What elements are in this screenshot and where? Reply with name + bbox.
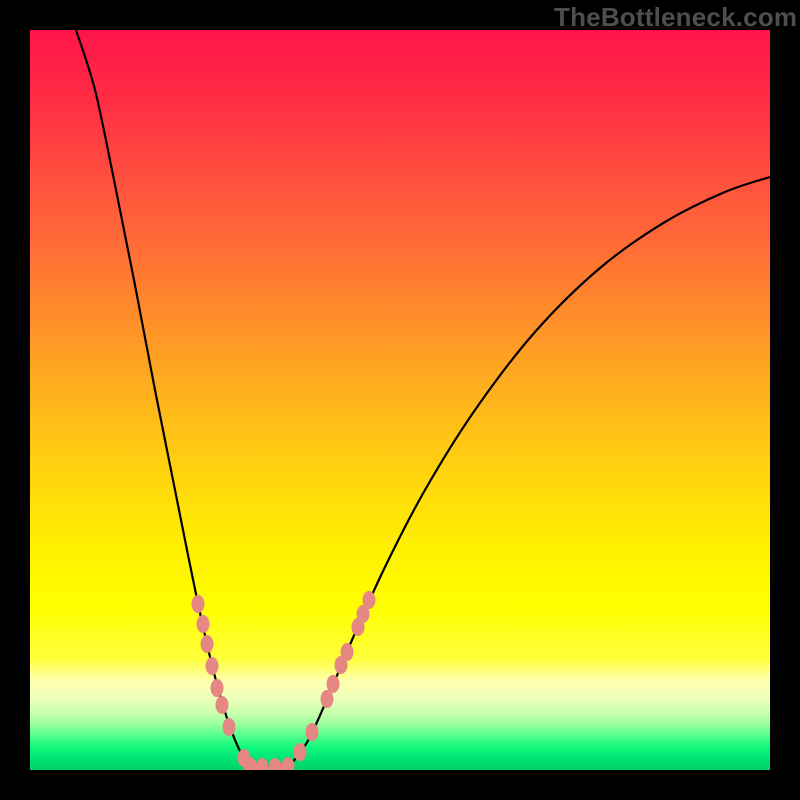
frame-left: [0, 0, 30, 800]
frame-right: [770, 0, 800, 800]
curve-marker: [294, 743, 307, 761]
curve-marker: [223, 718, 236, 736]
curve-marker: [306, 723, 319, 741]
watermark-text: TheBottleneck.com: [554, 2, 797, 33]
curve-marker: [192, 595, 205, 613]
curve-marker: [327, 675, 340, 693]
curve-marker: [201, 635, 214, 653]
curve-marker: [197, 615, 210, 633]
bottleneck-chart: [0, 0, 800, 800]
plot-background: [30, 30, 770, 770]
curve-marker: [216, 696, 229, 714]
curve-marker: [211, 679, 224, 697]
curve-marker: [206, 657, 219, 675]
frame-bottom: [0, 770, 800, 800]
curve-marker: [363, 591, 376, 609]
curve-marker: [341, 643, 354, 661]
